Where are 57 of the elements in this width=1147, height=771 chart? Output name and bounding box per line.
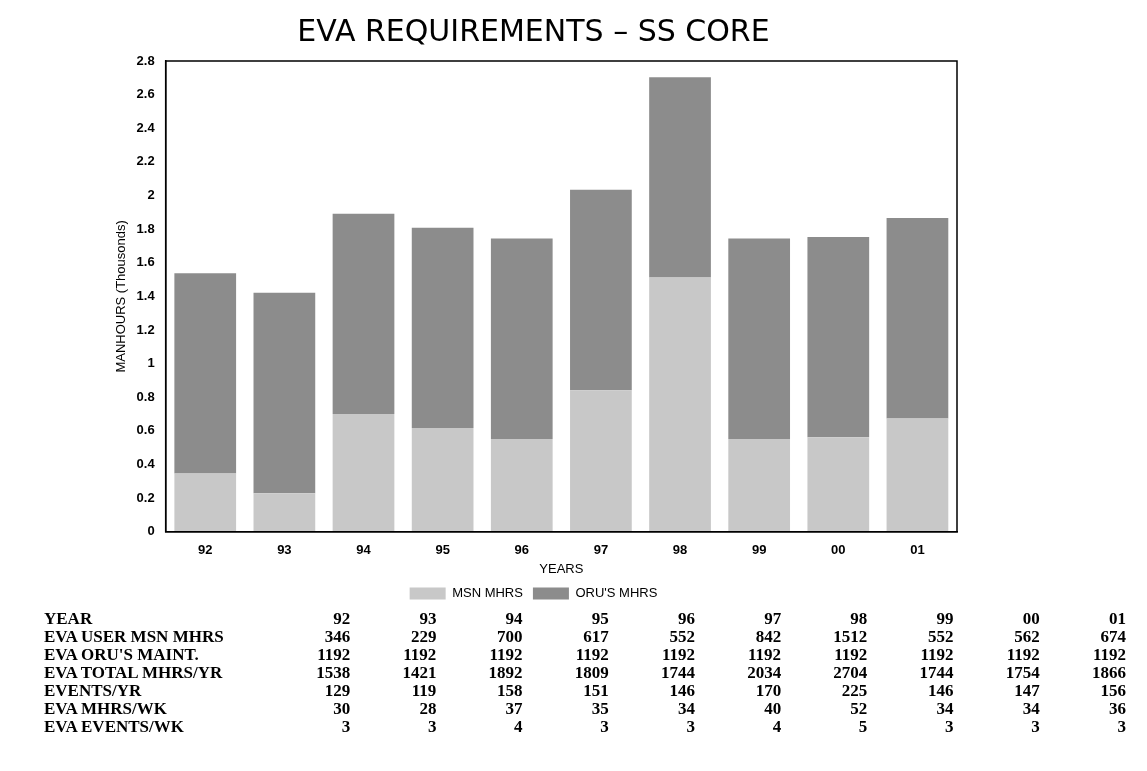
y-tick-label: 1.6 — [136, 254, 155, 270]
text: YEAR 92 93 94 95 96 97 98 99 00 01 — [44, 609, 1126, 628]
y-tick-label: 1.2 — [136, 321, 155, 337]
x-tick-label: 98 — [672, 542, 688, 558]
y-tick-label: 2.4 — [136, 119, 156, 135]
bar — [253, 292, 316, 494]
y-tick-label: 0 — [147, 523, 155, 539]
x-tick-label: 97 — [593, 542, 609, 558]
bar — [490, 238, 553, 439]
y-tick-label: 1.4 — [136, 287, 156, 303]
x-tick-label: 01 — [910, 542, 925, 558]
y-tick-label: 2 — [147, 187, 155, 203]
bar — [728, 238, 791, 439]
bar — [253, 493, 316, 532]
bar — [807, 236, 870, 438]
y-tick-label: 0.6 — [136, 422, 155, 438]
bar — [886, 218, 949, 419]
y-tick-label: 2.6 — [136, 86, 155, 102]
y-tick-label: 2.8 — [136, 52, 155, 68]
bar — [411, 428, 474, 532]
bar — [174, 473, 237, 532]
bar — [411, 227, 474, 429]
text: EVA MHRS/WK 30 28 37 35 34 40 52 34 34 36 — [44, 699, 1126, 718]
bar — [490, 438, 553, 532]
bar — [570, 390, 632, 532]
x-tick-label: 99 — [751, 542, 767, 558]
legend-label: ORU'S MHRS — [575, 585, 658, 601]
legend-label: MSN MHRS — [452, 585, 524, 601]
y-tick-label: 2.2 — [136, 153, 155, 169]
x-tick-label: 96 — [514, 542, 529, 558]
y-tick-label: 0.2 — [136, 489, 155, 505]
y-tick-label: 0.4 — [136, 456, 156, 472]
bar — [649, 277, 711, 532]
x-tick-label: 00 — [831, 542, 846, 558]
text: EVA EVENTS/WK 3 3 4 3 3 4 5 3 3 3 — [44, 717, 1126, 736]
bar — [728, 438, 791, 532]
y-axis-title: MANHOURS (Thousonds) — [113, 220, 129, 373]
x-tick-label: 94 — [356, 542, 372, 558]
chart-title: EVA REQUIREMENTS – SS CORE — [297, 12, 770, 48]
bar — [649, 77, 711, 278]
x-axis-title: YEARS — [539, 560, 584, 576]
y-tick-label: 1.8 — [136, 220, 155, 236]
x-tick-label: 92 — [198, 542, 213, 558]
y-tick-label: 0.8 — [136, 388, 155, 404]
text: EVA USER MSN MHRS 346 229 700 617 552 842 1512 552 562 674 — [44, 627, 1126, 646]
text: EVA ORU'S MAINT. 1192 1192 1192 1192 1192 1192 1192 1192 1192 1192 — [44, 645, 1126, 664]
bar — [332, 213, 395, 415]
text: EVENTS/YR 129 119 158 151 146 170 225 146 147 156 — [44, 681, 1126, 700]
text: EVA TOTAL MHRS/YR 1538 1421 1892 1809 1744 2034 2704 1744 1754 1866 — [44, 663, 1126, 682]
bar — [332, 414, 395, 532]
bar — [886, 418, 949, 532]
bar — [570, 189, 632, 391]
x-tick-label: 95 — [435, 542, 450, 558]
y-tick-label: 1 — [147, 355, 155, 371]
bar — [807, 437, 870, 532]
x-tick-label: 93 — [277, 542, 292, 558]
bar — [174, 273, 237, 474]
